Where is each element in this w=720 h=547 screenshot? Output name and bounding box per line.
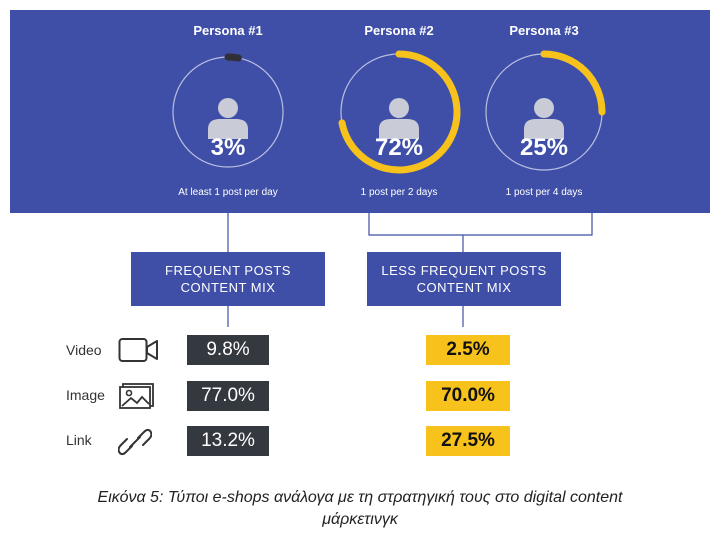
persona-2-title: Persona #2 <box>364 23 434 38</box>
video-camera-icon <box>118 338 158 362</box>
person-icon <box>208 98 248 139</box>
image-icon <box>119 383 154 409</box>
persona-3-percent: 25% <box>519 134 569 161</box>
person-icon <box>524 98 564 139</box>
persona-3-caption: 1 post per 4 days <box>505 187 583 198</box>
less-frequent-video-value: 2.5% <box>426 335 510 365</box>
frequent-video-value: 9.8% <box>187 335 269 365</box>
persona-3-progress-arc <box>540 50 606 116</box>
figure-caption: Εικόνα 5: Τύποι e-shops ανάλογα με τη στ… <box>0 487 720 531</box>
link-label: Link <box>66 432 92 448</box>
less-frequent-image-value: 70.0% <box>426 381 510 411</box>
persona-1-caption: At least 1 post per day <box>178 187 278 198</box>
frequent-image-value: 77.0% <box>187 381 269 411</box>
caption-line2: μάρκετινγκ <box>322 511 398 528</box>
frequent-link-value: 13.2% <box>187 426 269 456</box>
image-label: Image <box>66 387 105 403</box>
caption-line1: Εικόνα 5: Τύποι e-shops ανάλογα με τη στ… <box>97 489 623 506</box>
persona-2-percent: 72% <box>374 134 424 161</box>
persona-1-progress-arc <box>224 53 242 62</box>
persona-1-percent: 3% <box>210 134 246 161</box>
frequent-posts-mix-box: FREQUENT POSTS CONTENT MIX <box>131 252 325 306</box>
mix-box-line1: LESS FREQUENT POSTS <box>381 263 547 278</box>
mix-box-line1: FREQUENT POSTS <box>165 263 291 278</box>
less-frequent-link-value: 27.5% <box>426 426 510 456</box>
persona-1-title: Persona #1 <box>193 23 263 38</box>
video-label: Video <box>66 342 102 358</box>
persona-3-title: Persona #3 <box>509 23 579 38</box>
less-frequent-posts-mix-box: LESS FREQUENT POSTS CONTENT MIX <box>367 252 561 306</box>
personas-panel <box>10 10 710 213</box>
person-icon <box>379 98 419 139</box>
link-icon <box>118 428 152 456</box>
mix-box-line2: CONTENT MIX <box>180 280 276 295</box>
persona-2-caption: 1 post per 2 days <box>360 187 438 198</box>
mix-box-line2: CONTENT MIX <box>416 280 512 295</box>
persona-2-progress-arc <box>338 50 461 174</box>
